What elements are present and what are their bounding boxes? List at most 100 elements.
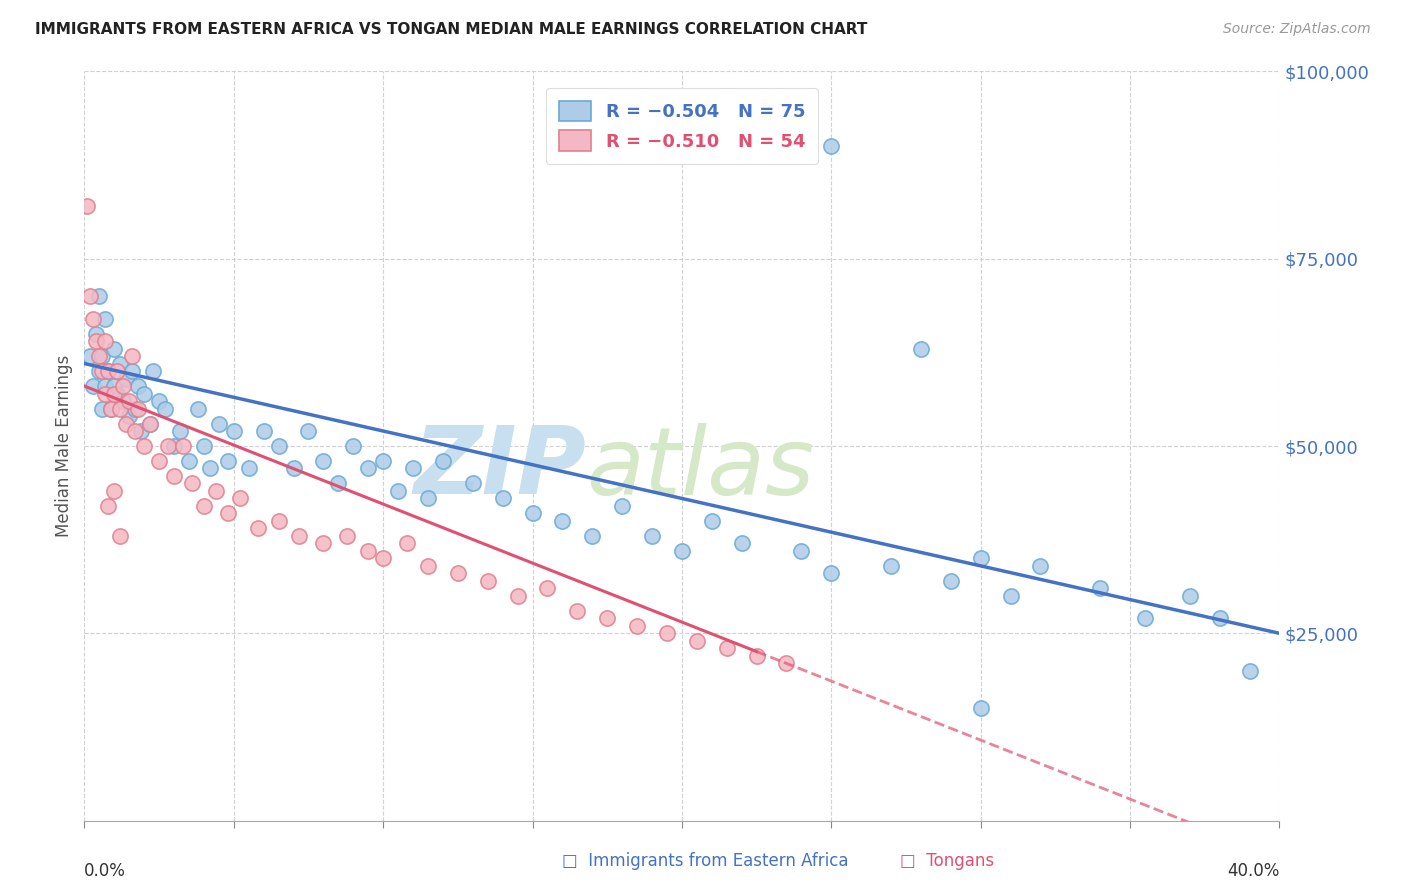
Point — [103, 483, 125, 498]
Point — [267, 514, 290, 528]
Point — [790, 544, 813, 558]
Point — [112, 394, 135, 409]
Point — [181, 476, 204, 491]
Text: □  Tongans: □ Tongans — [900, 852, 994, 870]
Point — [94, 334, 117, 348]
Point — [567, 604, 589, 618]
Point — [187, 401, 209, 416]
Point — [288, 529, 311, 543]
Point — [100, 401, 122, 416]
Point — [205, 483, 228, 498]
Point — [112, 379, 135, 393]
Point — [142, 364, 165, 378]
Point — [775, 657, 797, 671]
Point — [148, 454, 170, 468]
Point — [103, 379, 125, 393]
Point — [246, 521, 269, 535]
Point — [217, 507, 239, 521]
Point — [342, 439, 364, 453]
Point — [193, 499, 215, 513]
Point — [86, 334, 108, 348]
Point — [492, 491, 515, 506]
Point — [506, 589, 529, 603]
Point — [686, 633, 709, 648]
Point — [373, 454, 395, 468]
Point — [655, 626, 678, 640]
Point — [163, 439, 186, 453]
Point — [477, 574, 499, 588]
Point — [238, 461, 260, 475]
Point — [105, 386, 128, 401]
Point — [373, 551, 395, 566]
Point — [745, 648, 768, 663]
Point — [82, 311, 104, 326]
Text: □  Immigrants from Eastern Africa: □ Immigrants from Eastern Africa — [562, 852, 849, 870]
Point — [880, 558, 903, 573]
Point — [97, 364, 120, 378]
Point — [177, 454, 200, 468]
Point — [124, 401, 146, 416]
Point — [551, 514, 574, 528]
Point — [208, 417, 231, 431]
Point — [939, 574, 962, 588]
Point — [76, 199, 98, 213]
Point — [820, 139, 842, 153]
Point — [110, 401, 132, 416]
Point — [89, 349, 111, 363]
Point — [89, 364, 111, 378]
Point — [89, 289, 111, 303]
Point — [91, 401, 114, 416]
Point — [103, 386, 125, 401]
Point — [91, 349, 114, 363]
Point — [118, 409, 141, 423]
Point — [115, 417, 138, 431]
Y-axis label: Median Male Earnings: Median Male Earnings — [55, 355, 73, 537]
Point — [970, 701, 993, 715]
Point — [163, 469, 186, 483]
Point — [217, 454, 239, 468]
Point — [100, 401, 122, 416]
Point — [91, 364, 114, 378]
Point — [132, 439, 156, 453]
Point — [612, 499, 634, 513]
Text: 40.0%: 40.0% — [1227, 862, 1279, 880]
Text: IMMIGRANTS FROM EASTERN AFRICA VS TONGAN MEDIAN MALE EARNINGS CORRELATION CHART: IMMIGRANTS FROM EASTERN AFRICA VS TONGAN… — [35, 22, 868, 37]
Point — [157, 439, 180, 453]
Point — [86, 326, 108, 341]
Point — [121, 349, 143, 363]
Point — [1239, 664, 1261, 678]
Point — [132, 386, 156, 401]
Point — [396, 536, 419, 550]
Point — [312, 536, 335, 550]
Point — [1000, 589, 1022, 603]
Point — [94, 386, 117, 401]
Point — [1090, 582, 1112, 596]
Point — [110, 529, 132, 543]
Point — [731, 536, 754, 550]
Point — [97, 499, 120, 513]
Point — [198, 461, 221, 475]
Point — [910, 342, 932, 356]
Point — [700, 514, 723, 528]
Point — [297, 424, 319, 438]
Point — [970, 551, 993, 566]
Point — [228, 491, 252, 506]
Point — [461, 476, 484, 491]
Point — [129, 424, 152, 438]
Point — [716, 641, 738, 656]
Point — [94, 311, 117, 326]
Point — [79, 289, 101, 303]
Point — [1209, 611, 1232, 625]
Point — [105, 364, 128, 378]
Point — [82, 379, 104, 393]
Point — [536, 582, 558, 596]
Legend: R = −0.504   N = 75, R = −0.510   N = 54: R = −0.504 N = 75, R = −0.510 N = 54 — [546, 88, 818, 164]
Point — [139, 417, 162, 431]
Point — [127, 379, 149, 393]
Point — [328, 476, 350, 491]
Point — [402, 461, 425, 475]
Point — [79, 349, 101, 363]
Text: ZIP: ZIP — [413, 423, 586, 515]
Text: Source: ZipAtlas.com: Source: ZipAtlas.com — [1223, 22, 1371, 37]
Point — [169, 424, 191, 438]
